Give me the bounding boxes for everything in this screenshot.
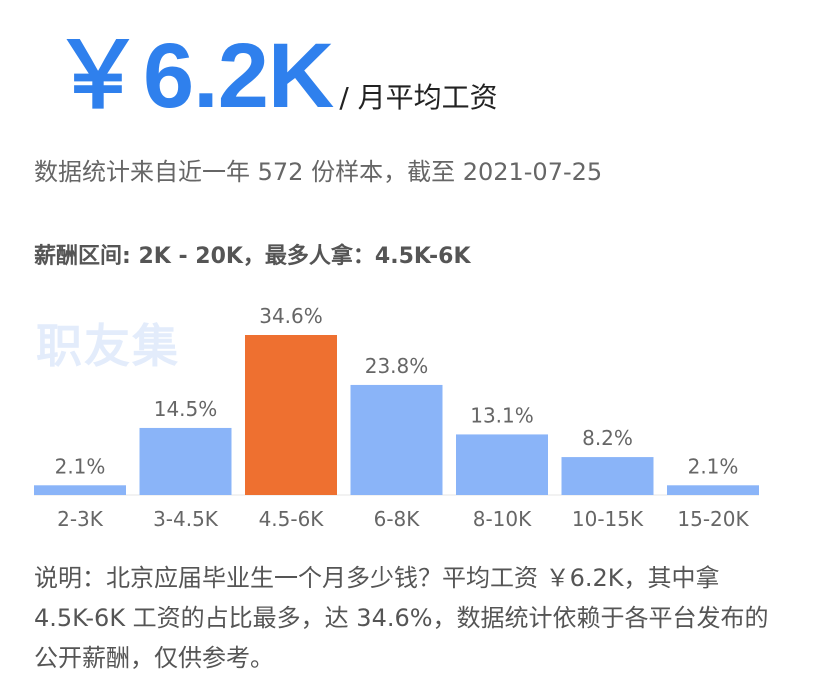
- bar-value-label: 14.5%: [154, 397, 218, 421]
- bar-4.5-6K: [245, 335, 337, 495]
- bar-value-label: 23.8%: [365, 354, 429, 378]
- bar-value-label: 34.6%: [259, 304, 323, 328]
- x-tick-label: 2-3K: [57, 507, 104, 531]
- headline: ￥6.2K / 月平均工资: [52, 30, 498, 122]
- x-tick-label: 3-4.5K: [153, 507, 219, 531]
- salary-distribution-chart: 2.1% 2-3K 14.5% 3-4.5K 34.6% 4.5-6K 23.8% 6-8K 1…: [34, 304, 759, 531]
- sample-note: 数据统计来自近一年 572 份样本，截至 2021-07-25: [34, 158, 603, 186]
- watermark-logo: 职友集: [36, 319, 180, 373]
- x-tick-label: 4.5-6K: [259, 507, 325, 531]
- bar-2-3K: [34, 485, 126, 495]
- average-salary-unit: / 月平均工资: [339, 81, 498, 114]
- bar-6-8K: [350, 384, 443, 495]
- average-salary-value: ￥6.2K: [52, 25, 334, 127]
- bar-value-label: 13.1%: [470, 403, 534, 427]
- bar-value-label: 2.1%: [688, 454, 739, 478]
- bar-10-15K: [561, 457, 654, 495]
- description-text: 说明：北京应届毕业生一个月多少钱？平均工资 ￥6.2K，其中拿 4.5K-6K …: [34, 564, 769, 672]
- bar-value-label: 2.1%: [55, 454, 106, 478]
- salary-range: 薪酬区间: 2K - 20K，最多人拿：4.5K-6K: [34, 244, 471, 269]
- x-tick-label: 6-8K: [374, 507, 421, 531]
- x-tick-label: 8-10K: [473, 507, 532, 531]
- x-tick-label: 10-15K: [572, 507, 644, 531]
- bar-8-10K: [456, 434, 548, 495]
- bar-value-label: 8.2%: [582, 426, 633, 450]
- bar-3-4.5K: [139, 427, 232, 495]
- bar-15-20K: [667, 485, 759, 495]
- x-tick-label: 15-20K: [677, 507, 749, 531]
